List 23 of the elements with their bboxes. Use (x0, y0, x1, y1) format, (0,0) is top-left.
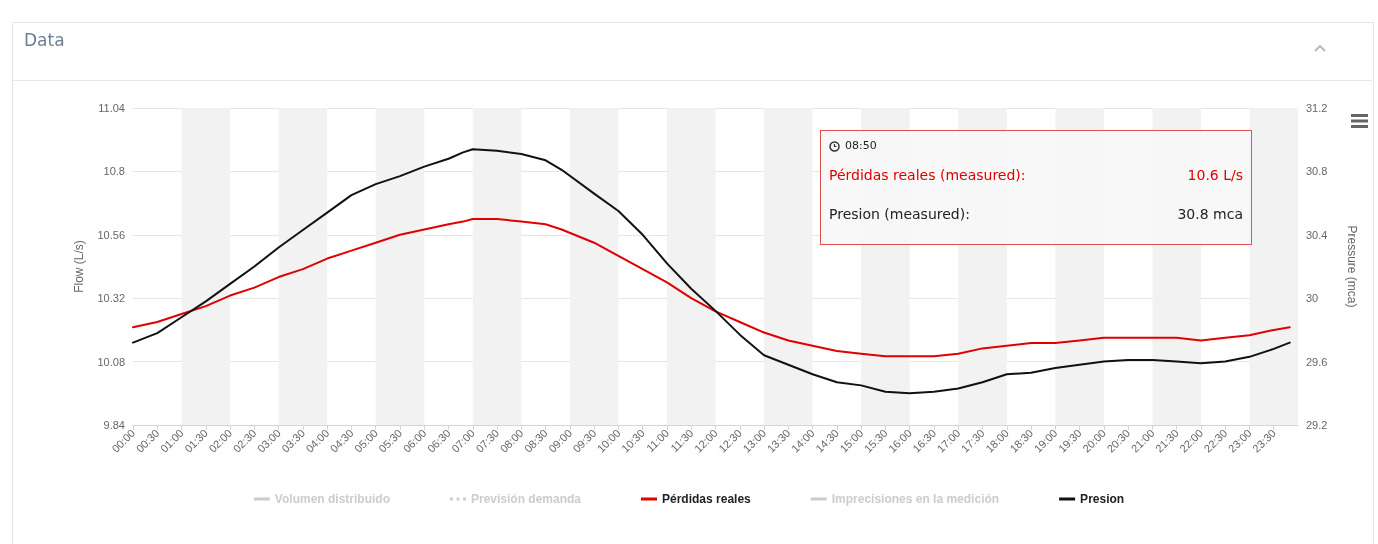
annotation: Presion (measured): (829, 206, 970, 222)
y-tick-label: 9.84 (103, 419, 125, 431)
line-series (132, 148, 1291, 395)
annotation: Pérdidas reales (measured): (829, 167, 1026, 183)
y-axis-title: Flow (L/s) (72, 240, 86, 293)
y2-axis-title: Pressure (mca) (1345, 225, 1359, 308)
annotation: 10.6 L/s (1187, 167, 1243, 183)
annotation: 30.8 mca (1177, 206, 1243, 222)
y2-tick-label: 30 (1306, 292, 1319, 305)
chart-title: Data (24, 30, 65, 50)
y2-tick-label: 29.6 (1306, 355, 1328, 368)
legend-label: Pérdidas reales (662, 492, 752, 506)
y-tick-label: 10.56 (97, 228, 125, 241)
annotation: 08:50 (845, 139, 877, 152)
legend-label: Presion (1080, 492, 1125, 506)
y2-tick-label: 29.2 (1306, 419, 1328, 431)
y2-tick-label: 30.8 (1306, 165, 1328, 178)
y-tick-label: 10.32 (97, 292, 125, 305)
y-tick-label: 10.08 (97, 355, 125, 368)
y-tick-label: 10.8 (103, 165, 125, 178)
y2-tick-label: 31.2 (1306, 102, 1328, 114)
y2-tick-label: 30.4 (1306, 228, 1328, 241)
y-tick-label: 11.04 (98, 102, 125, 114)
